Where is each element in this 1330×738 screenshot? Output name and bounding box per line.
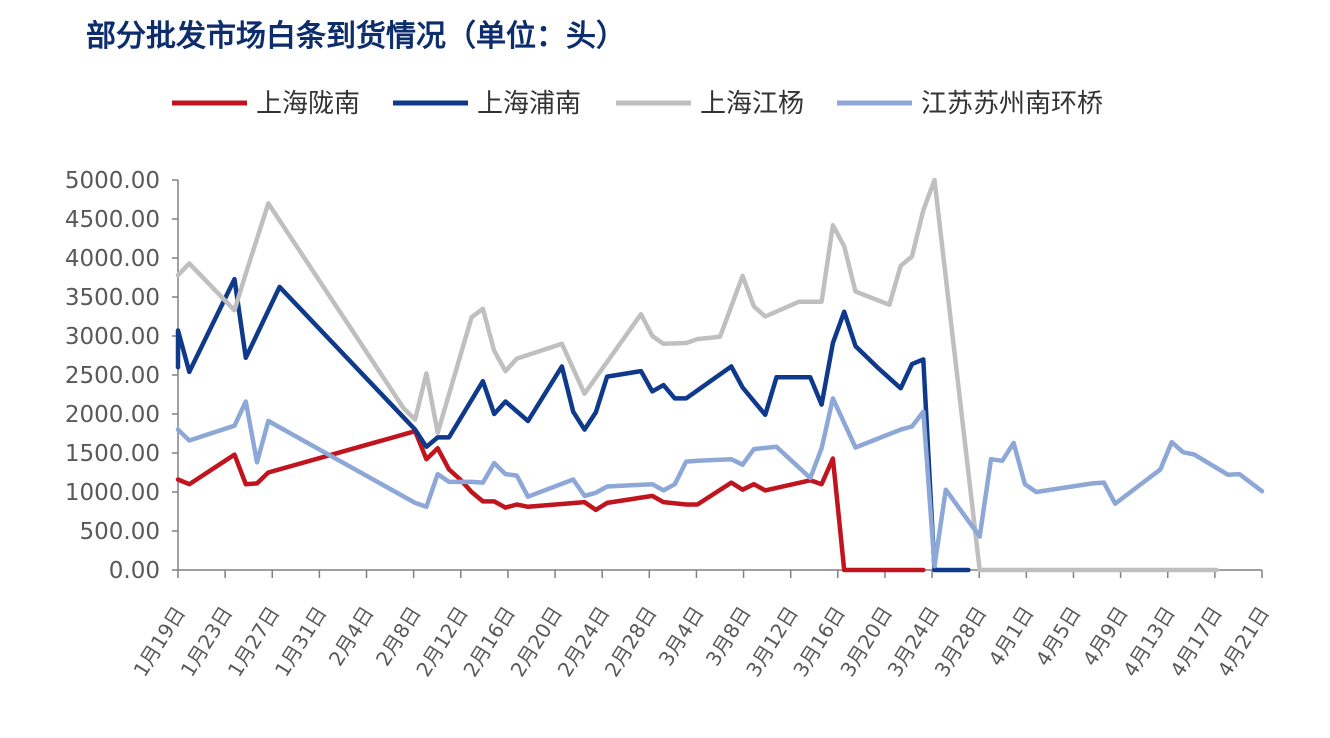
y-axis: 0.00 500.00 1000.00 1500.00 2000.00 2500.00 30…	[65, 168, 179, 584]
series-line-4	[175, 396, 1265, 569]
x-tick-label: 4月5日	[1031, 602, 1086, 670]
y-tick-label: 4000.00	[65, 246, 160, 272]
legend-label: 上海陇南	[256, 89, 360, 119]
y-tick-label: 3000.00	[65, 324, 160, 350]
y-tick-label: 2500.00	[65, 363, 160, 389]
legend-label: 上海江杨	[700, 89, 804, 119]
y-tick-label: 4500.00	[65, 207, 160, 233]
legend-label: 上海浦南	[477, 89, 581, 119]
y-tick-label: 2000.00	[65, 402, 160, 428]
chart-title: 部分批发市场白条到货情况（单位：头）	[86, 19, 626, 54]
y-tick-label: 1500.00	[65, 441, 160, 467]
chart-legend: 上海陇南 上海浦南 上海江杨 江苏苏州南环桥	[172, 89, 1103, 119]
y-tick-label: 0.00	[109, 558, 160, 584]
x-tick-label: 3月4日	[654, 602, 709, 670]
legend-label: 江苏苏州南环桥	[921, 89, 1103, 119]
y-tick-label: 500.00	[80, 519, 160, 545]
series-line-1	[175, 428, 926, 573]
x-tick-label: 2月4日	[324, 602, 379, 670]
series-line-2	[175, 276, 971, 573]
y-tick-label: 3500.00	[65, 285, 160, 311]
series-line-3	[175, 177, 1220, 573]
x-axis: 1月19日1月23日1月27日1月31日2月4日2月8日2月12日2月16日2月…	[128, 569, 1274, 681]
y-tick-label: 5000.00	[65, 168, 160, 194]
y-tick-label: 1000.00	[65, 480, 160, 506]
x-tick-label: 4月1日	[984, 602, 1039, 670]
plot-area	[175, 177, 1265, 573]
